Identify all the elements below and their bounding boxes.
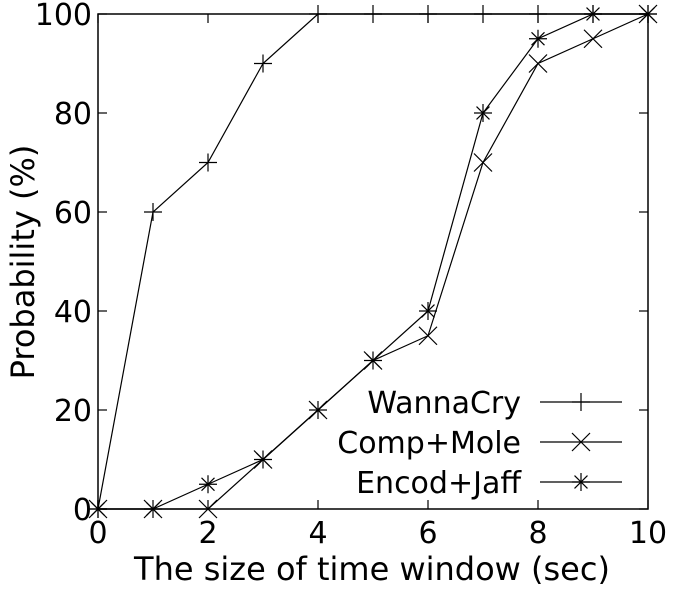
legend-marker bbox=[571, 432, 591, 452]
data-point-marker bbox=[89, 500, 107, 518]
y-tick-label: 80 bbox=[54, 97, 92, 132]
x-tick-label: 2 bbox=[198, 516, 217, 551]
data-point-marker bbox=[583, 29, 603, 49]
x-tick-label: 4 bbox=[308, 516, 327, 551]
data-point-marker bbox=[639, 5, 657, 23]
legend-label: Comp+Mole bbox=[337, 426, 521, 461]
y-tick-label: 40 bbox=[54, 295, 92, 330]
x-axis-title: The size of time window (sec) bbox=[133, 550, 610, 588]
legend-marker bbox=[572, 473, 590, 491]
marker-stroke bbox=[571, 432, 591, 452]
marker-stroke bbox=[586, 7, 600, 21]
marker-stroke bbox=[528, 54, 548, 73]
y-axis-title: Probability (%) bbox=[4, 145, 42, 380]
data-point-marker bbox=[144, 203, 162, 221]
marker-stroke bbox=[198, 499, 218, 519]
data-point-marker bbox=[419, 5, 437, 23]
data-point-marker bbox=[199, 153, 217, 172]
x-tick-label: 0 bbox=[88, 516, 107, 551]
legend: WannaCry Comp+Mole Encod+Jaff bbox=[337, 386, 622, 501]
marker-stroke bbox=[311, 403, 325, 417]
data-point-marker bbox=[419, 302, 437, 320]
data-point-marker bbox=[364, 351, 382, 370]
data-point-marker bbox=[473, 153, 493, 172]
legend-marker bbox=[572, 393, 590, 411]
marker-stroke bbox=[476, 106, 490, 120]
marker-stroke bbox=[201, 477, 215, 492]
y-tick-label: 60 bbox=[54, 196, 92, 231]
data-point-marker bbox=[144, 500, 162, 518]
legend-label: WannaCry bbox=[367, 386, 521, 421]
data-point-marker bbox=[528, 54, 548, 73]
data-point-marker bbox=[364, 5, 382, 23]
data-point-marker bbox=[309, 5, 327, 23]
marker-stroke bbox=[91, 502, 105, 516]
marker-stroke bbox=[256, 452, 270, 467]
marker-stroke bbox=[473, 153, 493, 172]
marker-stroke bbox=[583, 29, 603, 49]
y-tick-label: 100 bbox=[35, 0, 92, 33]
data-point-marker bbox=[254, 54, 272, 73]
marker-stroke bbox=[531, 31, 545, 46]
legend-label: Encod+Jaff bbox=[356, 466, 522, 501]
y-tick-label: 0 bbox=[73, 493, 92, 528]
data-point-marker bbox=[474, 5, 492, 23]
data-point-marker bbox=[474, 104, 492, 122]
marker-stroke bbox=[418, 326, 438, 346]
x-tick-label: 8 bbox=[528, 516, 547, 551]
data-point-marker bbox=[199, 475, 217, 494]
series-markers bbox=[88, 4, 658, 519]
x-tick-label: 6 bbox=[418, 516, 437, 551]
data-point-marker bbox=[584, 5, 602, 23]
data-point-marker bbox=[309, 401, 327, 419]
data-point-marker bbox=[254, 450, 272, 469]
marker-stroke bbox=[574, 475, 588, 489]
marker-stroke bbox=[421, 304, 435, 318]
data-point-marker bbox=[529, 29, 547, 48]
data-point-marker bbox=[529, 5, 547, 23]
data-point-marker bbox=[418, 326, 438, 346]
marker-stroke bbox=[146, 502, 160, 516]
marker-stroke bbox=[366, 353, 380, 368]
data-point-marker bbox=[198, 499, 218, 519]
marker-stroke bbox=[641, 7, 655, 21]
x-tick-label: 10 bbox=[629, 516, 667, 551]
y-tick-label: 20 bbox=[54, 394, 92, 429]
